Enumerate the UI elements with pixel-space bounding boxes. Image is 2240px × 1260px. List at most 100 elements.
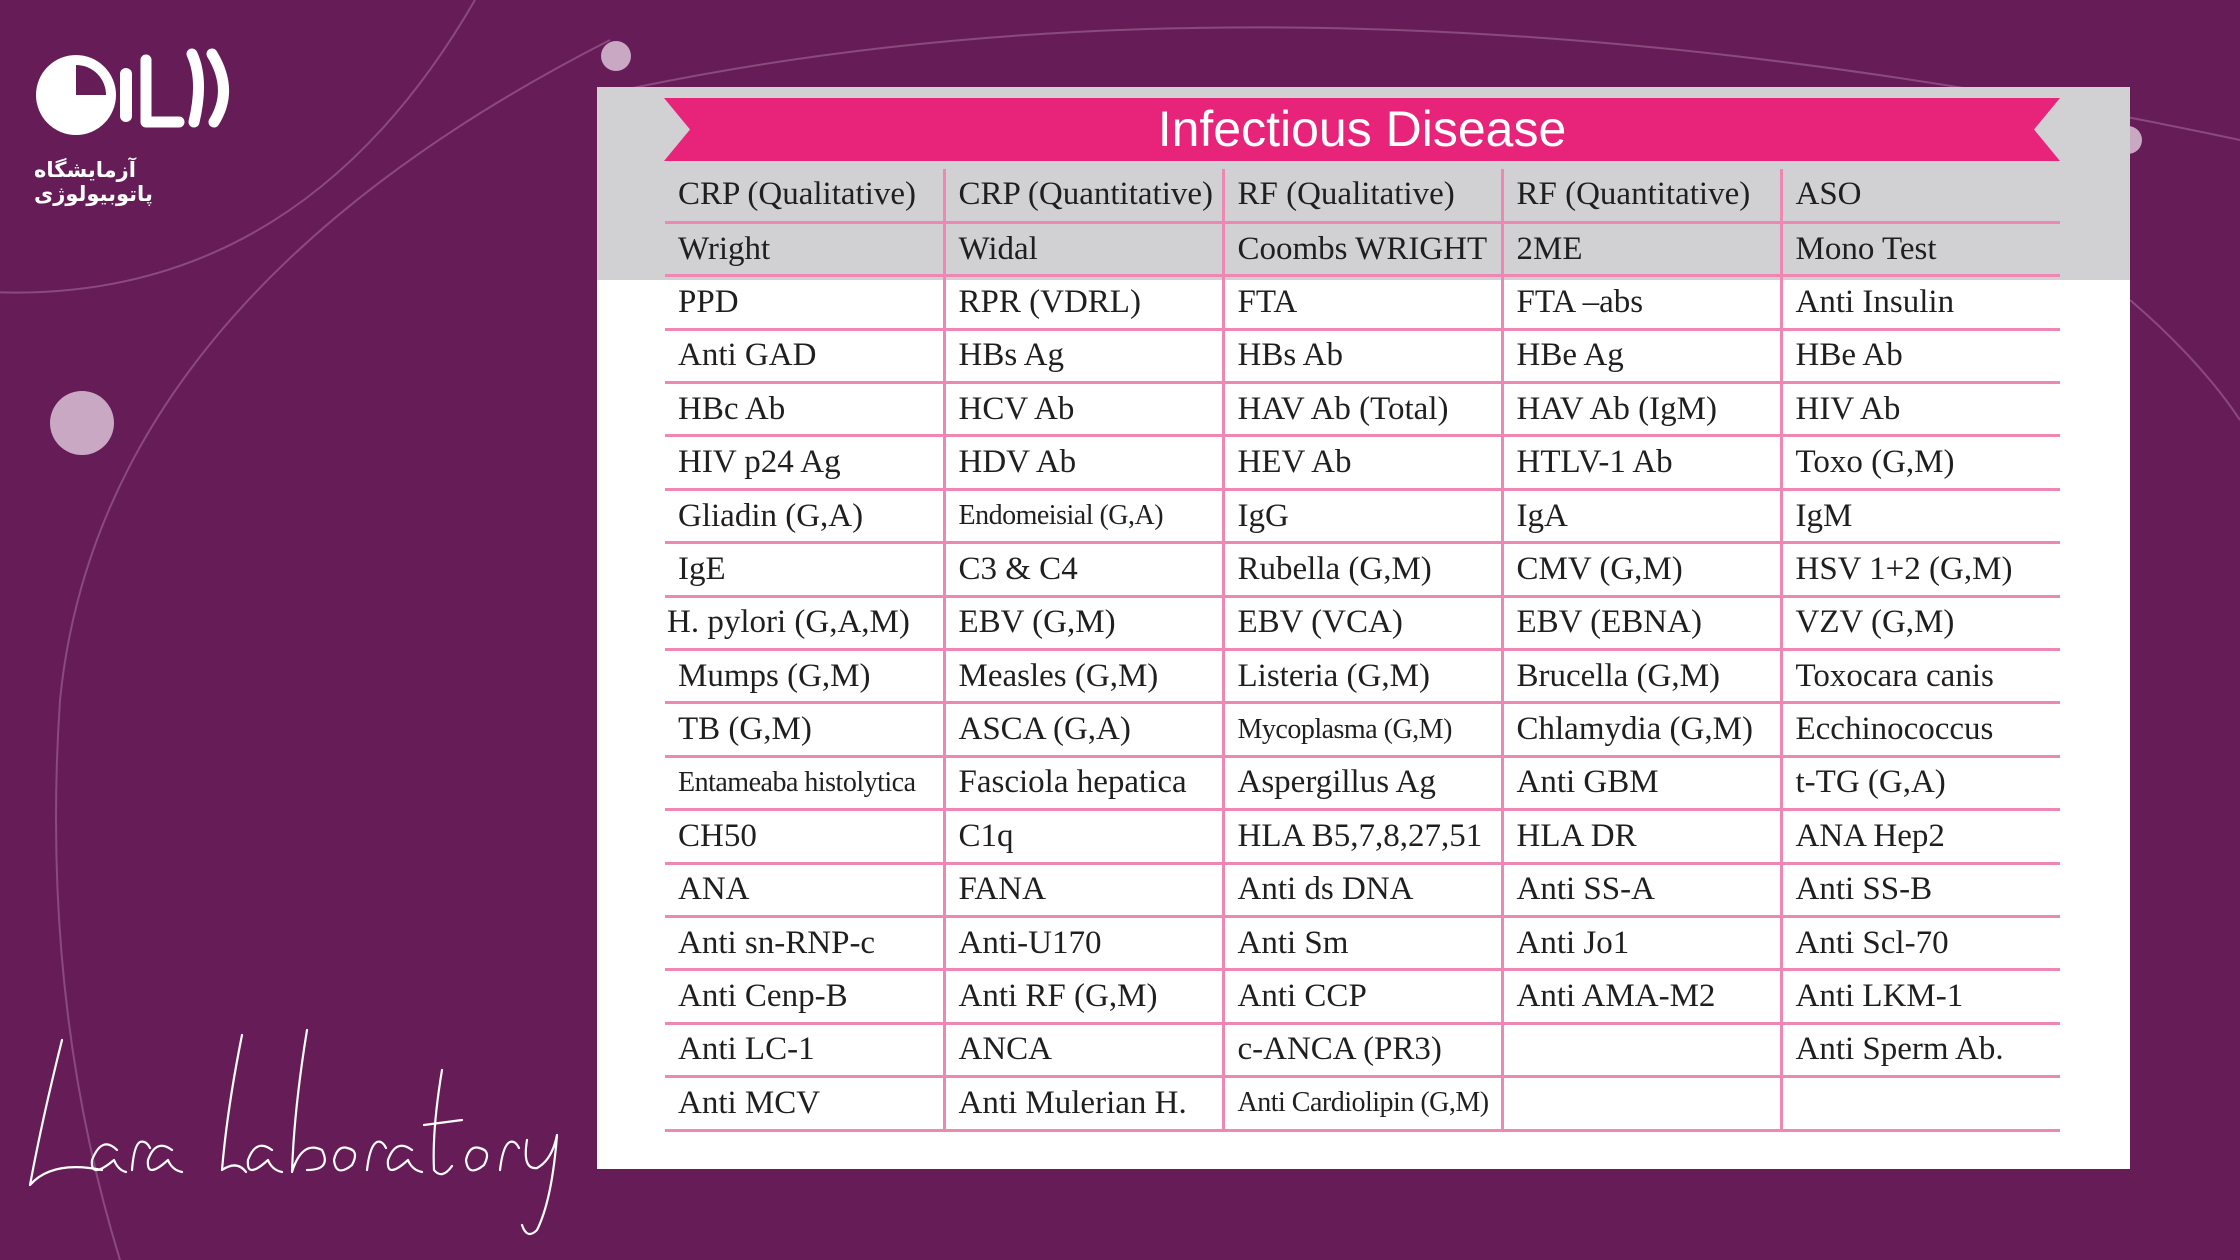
table-cell: Anti SS-B	[1781, 863, 2060, 918]
table-row: HIV p24 Ag HDV Ab HEV Ab HTLV-1 Ab Toxo (G,M…	[665, 435, 2060, 491]
table-row: Gliadin (G,A) Endomeisial (G,A) IgG IgA IgM	[665, 489, 2060, 545]
table-cell: EBV (EBNA)	[1502, 596, 1783, 652]
brand-logo: آزمایشگاه پاتوبیولوژی	[34, 40, 244, 206]
tests-table: CRP (Qualitative) CRP (Quantitative) RF (Q…	[665, 169, 2060, 1132]
table-cell: HDV Ab	[944, 435, 1225, 491]
table-cell: Anti ds DNA	[1223, 863, 1504, 918]
table-cell: ANA Hep2	[1781, 809, 2060, 865]
table-cell: Gliadin (G,A)	[665, 489, 946, 545]
table-cell: HEV Ab	[1223, 435, 1504, 491]
table-cell: HAV Ab (IgM)	[1502, 382, 1783, 438]
table-cell: HCV Ab	[944, 382, 1225, 438]
table-cell: TB (G,M)	[665, 702, 946, 758]
table-cell: CMV (G,M)	[1502, 542, 1783, 598]
table-cell: Anti LC-1	[665, 1023, 946, 1079]
table-cell: HLA DR	[1502, 809, 1783, 865]
table-cell: Anti Scl-70	[1781, 916, 2060, 972]
table-row: IgE C3 & C4 Rubella (G,M) CMV (G,M) HSV 1+2 …	[665, 542, 2060, 598]
table-cell: ASCA (G,A)	[944, 702, 1225, 758]
table-row: ANA FANA Anti ds DNA Anti SS-A Anti SS-B	[665, 863, 2060, 918]
table-cell: Ecchinococcus	[1781, 702, 2060, 758]
table-cell: HBc Ab	[665, 382, 946, 438]
title-banner	[664, 98, 2060, 161]
table-cell: FTA	[1223, 275, 1504, 331]
table-cell: Anti RF (G,M)	[944, 969, 1225, 1025]
table-cell: HBs Ab	[1223, 329, 1504, 385]
table-row: TB (G,M) ASCA (G,A) Mycoplasma (G,M) Chlamy…	[665, 702, 2060, 758]
table-cell: Anti LKM-1	[1781, 969, 2060, 1025]
table-cell: Anti AMA-M2	[1502, 969, 1783, 1025]
table-row: Mumps (G,M) Measles (G,M) Listeria (G,M) Br…	[665, 649, 2060, 705]
table-cell: Anti GAD	[665, 329, 946, 385]
table-cell: HLA B5,7,8,27,51	[1223, 809, 1504, 865]
table-cell: FTA –abs	[1502, 275, 1783, 331]
table-cell: CRP (Qualitative)	[665, 169, 946, 224]
table-cell: Measles (G,M)	[944, 649, 1225, 705]
table-row: PPD RPR (VDRL) FTA FTA –abs Anti Insulin	[665, 275, 2060, 331]
table-cell: ANA	[665, 863, 946, 918]
table-cell: Wright	[665, 222, 946, 278]
table-row: Anti MCV Anti Mulerian H. Anti Cardiolipin…	[665, 1076, 2060, 1132]
table-cell: IgG	[1223, 489, 1504, 545]
table-row: CRP (Qualitative) CRP (Quantitative) RF (Q…	[665, 169, 2060, 224]
table-cell: ASO	[1781, 169, 2060, 224]
table-cell	[1781, 1076, 2060, 1132]
brand-subtitle: آزمایشگاه پاتوبیولوژی	[34, 158, 153, 206]
table-cell: Mumps (G,M)	[665, 649, 946, 705]
table-cell: Coombs WRIGHT	[1223, 222, 1504, 278]
table-cell: Mycoplasma (G,M)	[1223, 702, 1504, 758]
table-cell: H. pylori (G,A,M)	[665, 596, 946, 652]
table-cell: FANA	[944, 863, 1225, 918]
table-cell: RPR (VDRL)	[944, 275, 1225, 331]
table-row: Anti GAD HBs Ag HBs Ab HBe Ag HBe Ab	[665, 329, 2060, 385]
table-cell	[1502, 1076, 1783, 1132]
table-cell: t-TG (G,A)	[1781, 756, 2060, 812]
table-cell: EBV (G,M)	[944, 596, 1225, 652]
table-cell: IgE	[665, 542, 946, 598]
table-cell: CRP (Quantitative)	[944, 169, 1225, 224]
table-cell: HSV 1+2 (G,M)	[1781, 542, 2060, 598]
table-row: HBc Ab HCV Ab HAV Ab (Total) HAV Ab (IgM) HI…	[665, 382, 2060, 438]
table-cell: C3 & C4	[944, 542, 1225, 598]
table-cell: Anti Jo1	[1502, 916, 1783, 972]
table-cell: Anti GBM	[1502, 756, 1783, 812]
lara-logo-icon	[36, 48, 229, 135]
table-cell: Endomeisial (G,A)	[944, 489, 1225, 545]
table-cell: Entameaba histolytica	[665, 756, 946, 812]
table-row: Anti sn-RNP-c Anti-U170 Anti Sm Anti Jo1 Ant…	[665, 916, 2060, 972]
decor-dot-large	[50, 391, 114, 455]
table-cell: Anti Sm	[1223, 916, 1504, 972]
table-cell: HBe Ab	[1781, 329, 2060, 385]
table-row: CH50 C1q HLA B5,7,8,27,51 HLA DR ANA Hep2	[665, 809, 2060, 865]
decor-dot-small	[601, 41, 631, 71]
table-row: Entameaba histolytica Fasciola hepatica As…	[665, 756, 2060, 812]
table-cell: Anti Insulin	[1781, 275, 2060, 331]
table-cell: Fasciola hepatica	[944, 756, 1225, 812]
table-cell: IgM	[1781, 489, 2060, 545]
table-cell: HIV p24 Ag	[665, 435, 946, 491]
table-cell: VZV (G,M)	[1781, 596, 2060, 652]
table-cell: C1q	[944, 809, 1225, 865]
table-cell: RF (Quantitative)	[1502, 169, 1783, 224]
table-cell: Listeria (G,M)	[1223, 649, 1504, 705]
table-cell: EBV (VCA)	[1223, 596, 1504, 652]
table-cell: Anti SS-A	[1502, 863, 1783, 918]
card-title: Infectious Disease	[1157, 101, 1567, 157]
table-cell: Rubella (G,M)	[1223, 542, 1504, 598]
table-row: Anti LC-1 ANCA c-ANCA (PR3) Anti Sperm Ab.	[665, 1023, 2060, 1079]
table-cell: HTLV-1 Ab	[1502, 435, 1783, 491]
table-cell: HIV Ab	[1781, 382, 2060, 438]
table-row: Wright Widal Coombs WRIGHT 2ME Mono Test	[665, 222, 2060, 278]
table-cell: IgA	[1502, 489, 1783, 545]
table-cell: Anti Mulerian H.	[944, 1076, 1225, 1132]
table-cell: c-ANCA (PR3)	[1223, 1023, 1504, 1079]
table-cell: Toxocara canis	[1781, 649, 2060, 705]
table-cell: Widal	[944, 222, 1225, 278]
table-cell: Chlamydia (G,M)	[1502, 702, 1783, 758]
table-cell: Anti Cardiolipin (G,M)	[1223, 1076, 1504, 1132]
table-cell	[1502, 1023, 1783, 1079]
table-cell: Anti MCV	[665, 1076, 946, 1132]
table-cell: Anti-U170	[944, 916, 1225, 972]
table-cell: RF (Qualitative)	[1223, 169, 1504, 224]
table-cell: HBs Ag	[944, 329, 1225, 385]
